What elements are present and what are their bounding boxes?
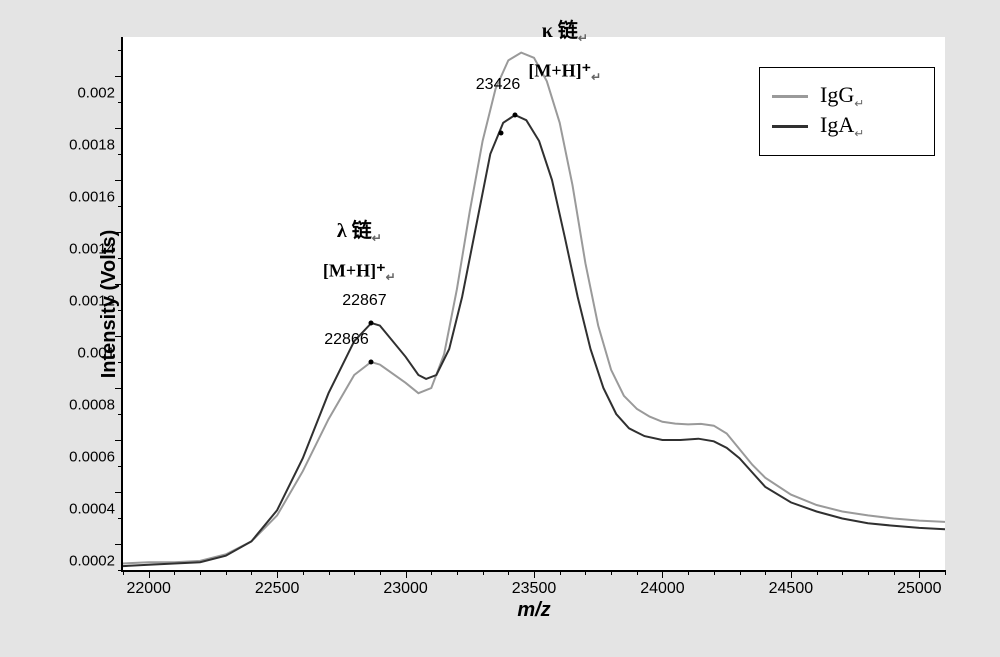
y-tick-label: 0.0014 bbox=[53, 241, 115, 258]
x-tick-label: 25000 bbox=[897, 580, 942, 598]
legend-label-igg: IgG↵ bbox=[820, 82, 864, 110]
y-tick-label: 0.0016 bbox=[53, 189, 115, 206]
x-tick-minor bbox=[868, 570, 869, 575]
y-tick-minor bbox=[118, 50, 123, 51]
y-tick-minor bbox=[118, 570, 123, 571]
x-tick-minor bbox=[200, 570, 201, 575]
y-tick-minor bbox=[118, 466, 123, 467]
annot-kappa-sub: [M+H]⁺↵ bbox=[528, 60, 601, 84]
x-tick-minor bbox=[585, 570, 586, 575]
y-tick-minor bbox=[118, 206, 123, 207]
margin-mark bbox=[2, 323, 8, 335]
y-tick-label: 0.0002 bbox=[53, 553, 115, 570]
series-iga bbox=[123, 115, 945, 566]
chart-panel: IgG↵ IgA↵ m/z Intensity (Volts) 22000225… bbox=[30, 16, 976, 633]
peak-marker bbox=[498, 131, 503, 136]
y-tick-major bbox=[115, 284, 123, 285]
x-tick-major bbox=[277, 570, 278, 578]
legend-box: IgG↵ IgA↵ bbox=[759, 67, 935, 156]
y-tick-major bbox=[115, 544, 123, 545]
x-tick-minor bbox=[611, 570, 612, 575]
x-tick-minor bbox=[740, 570, 741, 575]
legend-item-iga: IgA↵ bbox=[772, 112, 922, 140]
x-tick-minor bbox=[123, 570, 124, 575]
y-tick-minor bbox=[118, 154, 123, 155]
x-tick-minor bbox=[714, 570, 715, 575]
legend-swatch-igg bbox=[772, 95, 808, 98]
x-tick-minor bbox=[483, 570, 484, 575]
x-tick-minor bbox=[251, 570, 252, 575]
x-tick-major bbox=[406, 570, 407, 578]
y-tick-label: 0.0018 bbox=[53, 137, 115, 154]
y-tick-minor bbox=[118, 518, 123, 519]
x-tick-label: 22000 bbox=[126, 580, 171, 598]
y-tick-label: 0.002 bbox=[53, 85, 115, 102]
x-tick-minor bbox=[637, 570, 638, 575]
peak-marker bbox=[512, 113, 517, 118]
plot-area: IgG↵ IgA↵ m/z Intensity (Volts) 22000225… bbox=[121, 37, 945, 572]
annot-lambda-title: λ 链↵ bbox=[337, 214, 382, 245]
annot-peak-22866: 22866 bbox=[324, 331, 369, 349]
annot-peak-22867: 22867 bbox=[342, 292, 387, 310]
x-tick-minor bbox=[945, 570, 946, 575]
x-tick-major bbox=[149, 570, 150, 578]
x-tick-minor bbox=[688, 570, 689, 575]
x-tick-minor bbox=[765, 570, 766, 575]
x-tick-major bbox=[791, 570, 792, 578]
annot-lambda-sub: [M+H]⁺↵ bbox=[323, 260, 396, 284]
x-tick-minor bbox=[380, 570, 381, 575]
x-tick-minor bbox=[560, 570, 561, 575]
y-tick-major bbox=[115, 440, 123, 441]
y-tick-major bbox=[115, 180, 123, 181]
annot-peak-23426: 23426 bbox=[476, 76, 521, 94]
y-tick-major bbox=[115, 232, 123, 233]
y-tick-major bbox=[115, 336, 123, 337]
figure-frame: IgG↵ IgA↵ m/z Intensity (Volts) 22000225… bbox=[0, 0, 1000, 657]
x-tick-minor bbox=[842, 570, 843, 575]
y-tick-minor bbox=[118, 258, 123, 259]
y-tick-label: 0.0012 bbox=[53, 293, 115, 310]
x-tick-major bbox=[919, 570, 920, 578]
x-tick-major bbox=[534, 570, 535, 578]
x-tick-label: 22500 bbox=[255, 580, 300, 598]
y-tick-major bbox=[115, 128, 123, 129]
y-tick-minor bbox=[118, 102, 123, 103]
x-tick-minor bbox=[226, 570, 227, 575]
y-tick-minor bbox=[118, 414, 123, 415]
x-tick-minor bbox=[329, 570, 330, 575]
y-tick-label: 0.0006 bbox=[53, 449, 115, 466]
peak-marker bbox=[369, 321, 374, 326]
x-tick-label: 24000 bbox=[640, 580, 685, 598]
y-tick-major bbox=[115, 76, 123, 77]
y-tick-minor bbox=[118, 362, 123, 363]
x-tick-label: 24500 bbox=[769, 580, 814, 598]
x-tick-minor bbox=[894, 570, 895, 575]
x-tick-major bbox=[662, 570, 663, 578]
x-tick-minor bbox=[508, 570, 509, 575]
x-tick-minor bbox=[303, 570, 304, 575]
y-tick-major bbox=[115, 388, 123, 389]
x-tick-minor bbox=[354, 570, 355, 575]
y-tick-minor bbox=[118, 310, 123, 311]
x-tick-minor bbox=[817, 570, 818, 575]
legend-swatch-iga bbox=[772, 125, 808, 128]
x-tick-label: 23000 bbox=[383, 580, 428, 598]
y-tick-major bbox=[115, 492, 123, 493]
x-tick-minor bbox=[431, 570, 432, 575]
annot-kappa-title: κ 链↵ bbox=[542, 14, 588, 45]
y-tick-label: 0.001 bbox=[53, 345, 115, 362]
peak-marker bbox=[369, 360, 374, 365]
x-tick-minor bbox=[457, 570, 458, 575]
x-tick-label: 23500 bbox=[512, 580, 557, 598]
x-axis-title: m/z bbox=[517, 599, 550, 622]
x-tick-minor bbox=[174, 570, 175, 575]
legend-item-igg: IgG↵ bbox=[772, 82, 922, 110]
y-tick-label: 0.0004 bbox=[53, 501, 115, 518]
y-tick-label: 0.0008 bbox=[53, 397, 115, 414]
legend-label-iga: IgA↵ bbox=[820, 112, 864, 140]
